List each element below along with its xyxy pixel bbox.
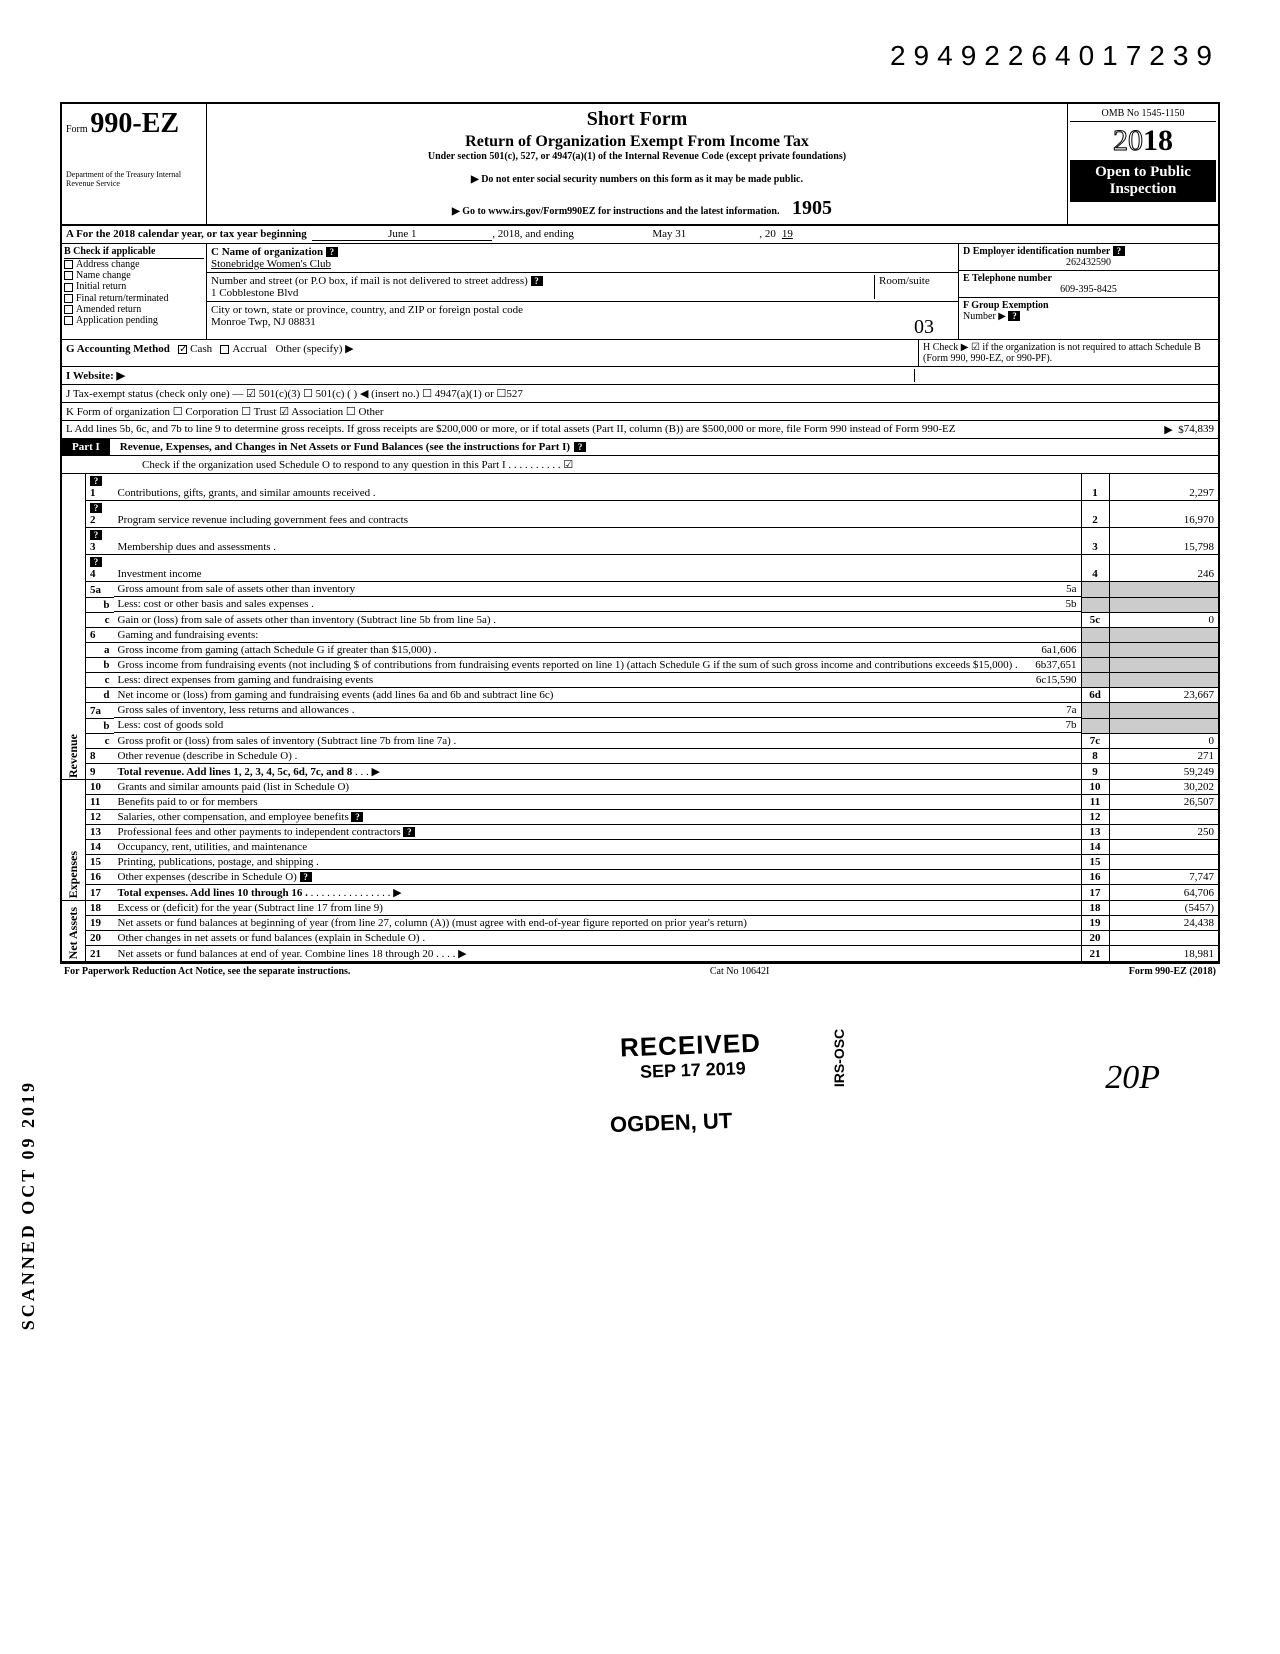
- line-a: A For the 2018 calendar year, or tax yea…: [60, 226, 1220, 244]
- scanned-stamp: SCANNED OCT 09 2019: [18, 1080, 39, 1330]
- zip-suffix-hand: 03: [914, 316, 934, 339]
- note1: ▶ Do not enter social security numbers o…: [213, 174, 1061, 185]
- section-j: J Tax-exempt status (check only one) — ☑…: [60, 385, 1220, 403]
- department: Department of the Treasury Internal Reve…: [66, 170, 202, 188]
- subtitle: Return of Organization Exempt From Incom…: [213, 133, 1061, 151]
- entity-block: B Check if applicable Address change Nam…: [60, 244, 1220, 339]
- document-id: 29492264017239: [60, 40, 1220, 72]
- section-l: L Add lines 5b, 6c, and 7b to line 9 to …: [60, 421, 1220, 439]
- lines-table: Revenue ? 1Contributions, gifts, grants,…: [60, 474, 1220, 962]
- section-c: C Name of organization ? Stonebridge Wom…: [207, 244, 958, 339]
- city-state-zip: Monroe Twp, NJ 08831: [211, 316, 316, 328]
- section-g-h: G Accounting Method Cash Accrual Other (…: [60, 339, 1220, 367]
- tax-year: 2018: [1070, 122, 1216, 160]
- note2: ▶ Go to www.irs.gov/Form990EZ for instru…: [213, 197, 1061, 220]
- bottom-handwritten: 20P: [60, 1059, 1160, 1097]
- form-number: 990-EZ: [90, 108, 179, 139]
- form-word: Form: [66, 124, 88, 135]
- section-k: K Form of organization ☐ Corporation ☐ T…: [60, 403, 1220, 421]
- phone: 609-395-8425: [963, 284, 1214, 295]
- right-column: D Employer identification number ? 26243…: [958, 244, 1218, 339]
- org-name: Stonebridge Women's Club: [211, 258, 331, 270]
- seq-handwritten: 1905: [792, 197, 832, 219]
- part1-check: Check if the organization used Schedule …: [60, 456, 1220, 474]
- footer: For Paperwork Reduction Act Notice, see …: [60, 962, 1220, 979]
- omb-number: OMB No 1545-1150: [1070, 106, 1216, 122]
- ein: 262432590: [963, 257, 1214, 268]
- section-i: I Website: ▶: [60, 367, 1220, 385]
- ogden-stamp: OGDEN, UT: [610, 1108, 733, 1138]
- irs-osc-stamp: IRS-OSC: [831, 1029, 847, 1087]
- street-address: 1 Cobblestone Blvd: [211, 287, 298, 299]
- part1-header: Part I Revenue, Expenses, and Changes in…: [60, 439, 1220, 456]
- open-public: Open to Public Inspection: [1070, 160, 1216, 202]
- form-header: Form 990-EZ Department of the Treasury I…: [60, 102, 1220, 226]
- title: Short Form: [213, 108, 1061, 131]
- received-date-stamp: SEP 17 2019: [640, 1058, 746, 1083]
- under-text: Under section 501(c), 527, or 4947(a)(1)…: [213, 151, 1061, 162]
- section-b: B Check if applicable Address change Nam…: [62, 244, 207, 339]
